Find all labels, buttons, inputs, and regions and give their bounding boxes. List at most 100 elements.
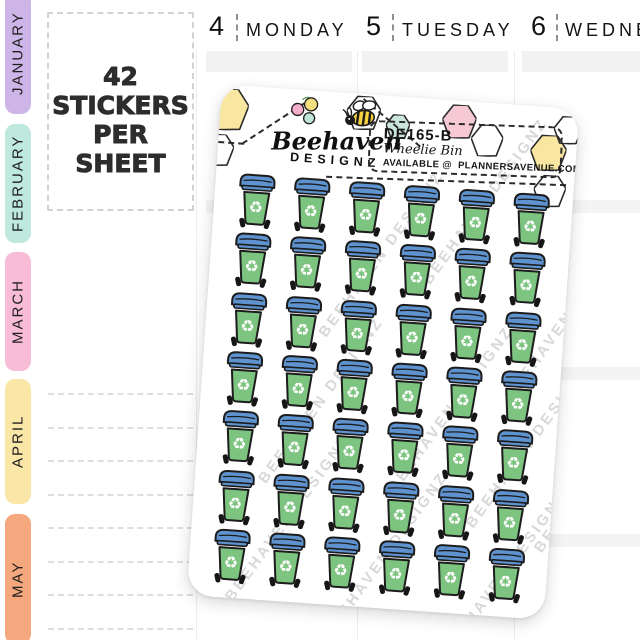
month-tab-february: FEBRUARY: [5, 124, 31, 243]
svg-text:♻: ♻: [467, 212, 483, 232]
wheelie-bin-sticker: ♻: [492, 488, 529, 545]
svg-text:♻: ♻: [223, 553, 239, 573]
wheelie-bin-sticker: ♻: [504, 311, 542, 367]
wheelie-bin-sticker: ♻: [433, 544, 470, 600]
hexagon-decoration: [470, 124, 505, 163]
note-ruled-line: [48, 460, 193, 462]
hexagon-decoration: [532, 174, 567, 213]
svg-text:♻: ♻: [450, 449, 466, 469]
section-band: [522, 534, 640, 547]
svg-text:♻: ♻: [509, 394, 525, 414]
wheelie-bin-sticker: ♻: [281, 355, 318, 411]
month-tab-march: MARCH: [5, 252, 31, 371]
month-tab-may: MAY: [5, 514, 31, 640]
svg-text:♻: ♻: [243, 256, 259, 276]
product-label: DE165-B Wheelie Bin AVAILABLE @ PLANNERS…: [367, 119, 579, 179]
svg-text:♻: ♻: [518, 275, 534, 295]
svg-text:♻: ♻: [514, 335, 530, 355]
note-ruled-line: [48, 494, 193, 496]
svg-text:♻: ♻: [501, 513, 517, 533]
day-number-monday: 4: [209, 11, 225, 41]
wheelie-bin-sticker: ♻: [272, 473, 310, 529]
wheelie-bin-sticker: ♻: [213, 529, 251, 585]
watermark-text: BEEHAVEN DESIGNZ: [557, 511, 579, 620]
wheelie-bin-sticker: ♻: [348, 181, 385, 237]
wheelie-bin-sticker: ♻: [285, 295, 322, 352]
svg-text:♻: ♻: [294, 319, 310, 339]
svg-text:♻: ♻: [332, 560, 348, 580]
svg-text:♻: ♻: [298, 260, 314, 280]
sticker-grid: ♻ ♻ ♻ ♻ ♻ ♻: [201, 169, 559, 607]
svg-text:♻: ♻: [357, 205, 373, 225]
bee-icon: [342, 100, 377, 127]
svg-text:♻: ♻: [412, 208, 428, 228]
wheelie-bin-sticker: ♻: [293, 177, 330, 233]
wheelie-bin-sticker: ♻: [458, 188, 495, 245]
day-name-tuesday: TUESDAY: [402, 20, 514, 40]
svg-text:♻: ♻: [442, 568, 458, 588]
svg-text:♻: ♻: [404, 327, 420, 347]
svg-text:♻: ♻: [455, 390, 471, 410]
wheelie-bin-sticker: ♻: [445, 366, 483, 422]
svg-text:♻: ♻: [302, 201, 318, 221]
svg-text:♻: ♻: [522, 216, 538, 236]
note-ruled-line: [48, 628, 193, 630]
wheelie-bin-sticker: ♻: [513, 192, 550, 248]
wheelie-bin-sticker: ♻: [449, 307, 487, 363]
day-column-header-strip: [522, 51, 640, 72]
svg-text:♻: ♻: [391, 505, 407, 525]
hexagon-decoration: [441, 104, 478, 145]
wheelie-bin-sticker: ♻: [222, 410, 259, 466]
day-header-divider: [556, 14, 558, 41]
wheelie-bin-sticker: ♻: [327, 477, 364, 533]
hexagon-decoration: [205, 87, 250, 137]
svg-text:♻: ♻: [353, 264, 369, 284]
day-number-tuesday: 5: [366, 11, 382, 41]
day-name-wednesday: WEDNESDAY: [565, 20, 640, 40]
brand-logo: Beehaven DESIGNZ: [265, 93, 409, 172]
svg-text:♻: ♻: [290, 379, 306, 399]
wheelie-bin-sticker: ♻: [268, 532, 305, 589]
wheelie-bin-sticker: ♻: [277, 414, 314, 470]
wheelie-bin-sticker: ♻: [454, 248, 491, 304]
wheelie-bin-sticker: ♻: [403, 184, 440, 241]
svg-text:♻: ♻: [497, 572, 513, 592]
day-column-header-strip: [362, 51, 508, 72]
wheelie-bin-sticker: ♻: [340, 299, 377, 355]
svg-text:♻: ♻: [277, 556, 293, 576]
note-ruled-line: [48, 393, 193, 395]
berries-icon: [291, 96, 319, 125]
wheelie-bin-sticker: ♻: [226, 351, 263, 407]
wheelie-bin-sticker: ♻: [399, 244, 436, 300]
column-divider: [196, 51, 197, 640]
wheelie-bin-sticker: ♻: [437, 485, 474, 541]
wheelie-bin-sticker: ♻: [500, 370, 537, 426]
wheelie-bin-sticker: ♻: [386, 422, 423, 478]
wheelie-bin-sticker: ♻: [218, 469, 255, 526]
wheelie-bin-sticker: ♻: [331, 418, 369, 474]
wheelie-bin-sticker: ♻: [390, 362, 428, 419]
svg-text:♻: ♻: [282, 497, 298, 517]
note-ruled-line: [48, 427, 193, 429]
svg-text:♻: ♻: [400, 386, 416, 406]
hexagon-decoration: [345, 95, 382, 136]
note-ruled-line: [48, 594, 193, 596]
wheelie-bin-sticker: ♻: [508, 251, 546, 308]
hexagon-decoration: [385, 113, 411, 145]
month-tab-april: APRIL: [5, 379, 31, 504]
svg-text:♻: ♻: [459, 331, 475, 351]
wheelie-bin-sticker: ♻: [230, 291, 267, 348]
svg-text:♻: ♻: [463, 272, 479, 292]
day-header-divider: [236, 14, 238, 41]
day-name-monday: MONDAY: [246, 20, 348, 40]
wheelie-bin-sticker: ♻: [238, 173, 275, 229]
sticker-sheet: BEEHAVEN DESIGNZ BEEHAVEN DESIGNZ BEEHAVEN…: [186, 84, 580, 620]
wheelie-bin-sticker: ♻: [323, 536, 360, 593]
wheelie-bin-sticker: ♻: [289, 236, 326, 292]
sticker-count-box: 42 STICKERS PER SHEET: [47, 12, 194, 211]
svg-text:♻: ♻: [247, 197, 263, 217]
svg-text:♻: ♻: [286, 438, 302, 458]
svg-text:♻: ♻: [345, 382, 361, 402]
hexagon-decoration: [200, 133, 235, 172]
svg-text:♻: ♻: [231, 434, 247, 454]
